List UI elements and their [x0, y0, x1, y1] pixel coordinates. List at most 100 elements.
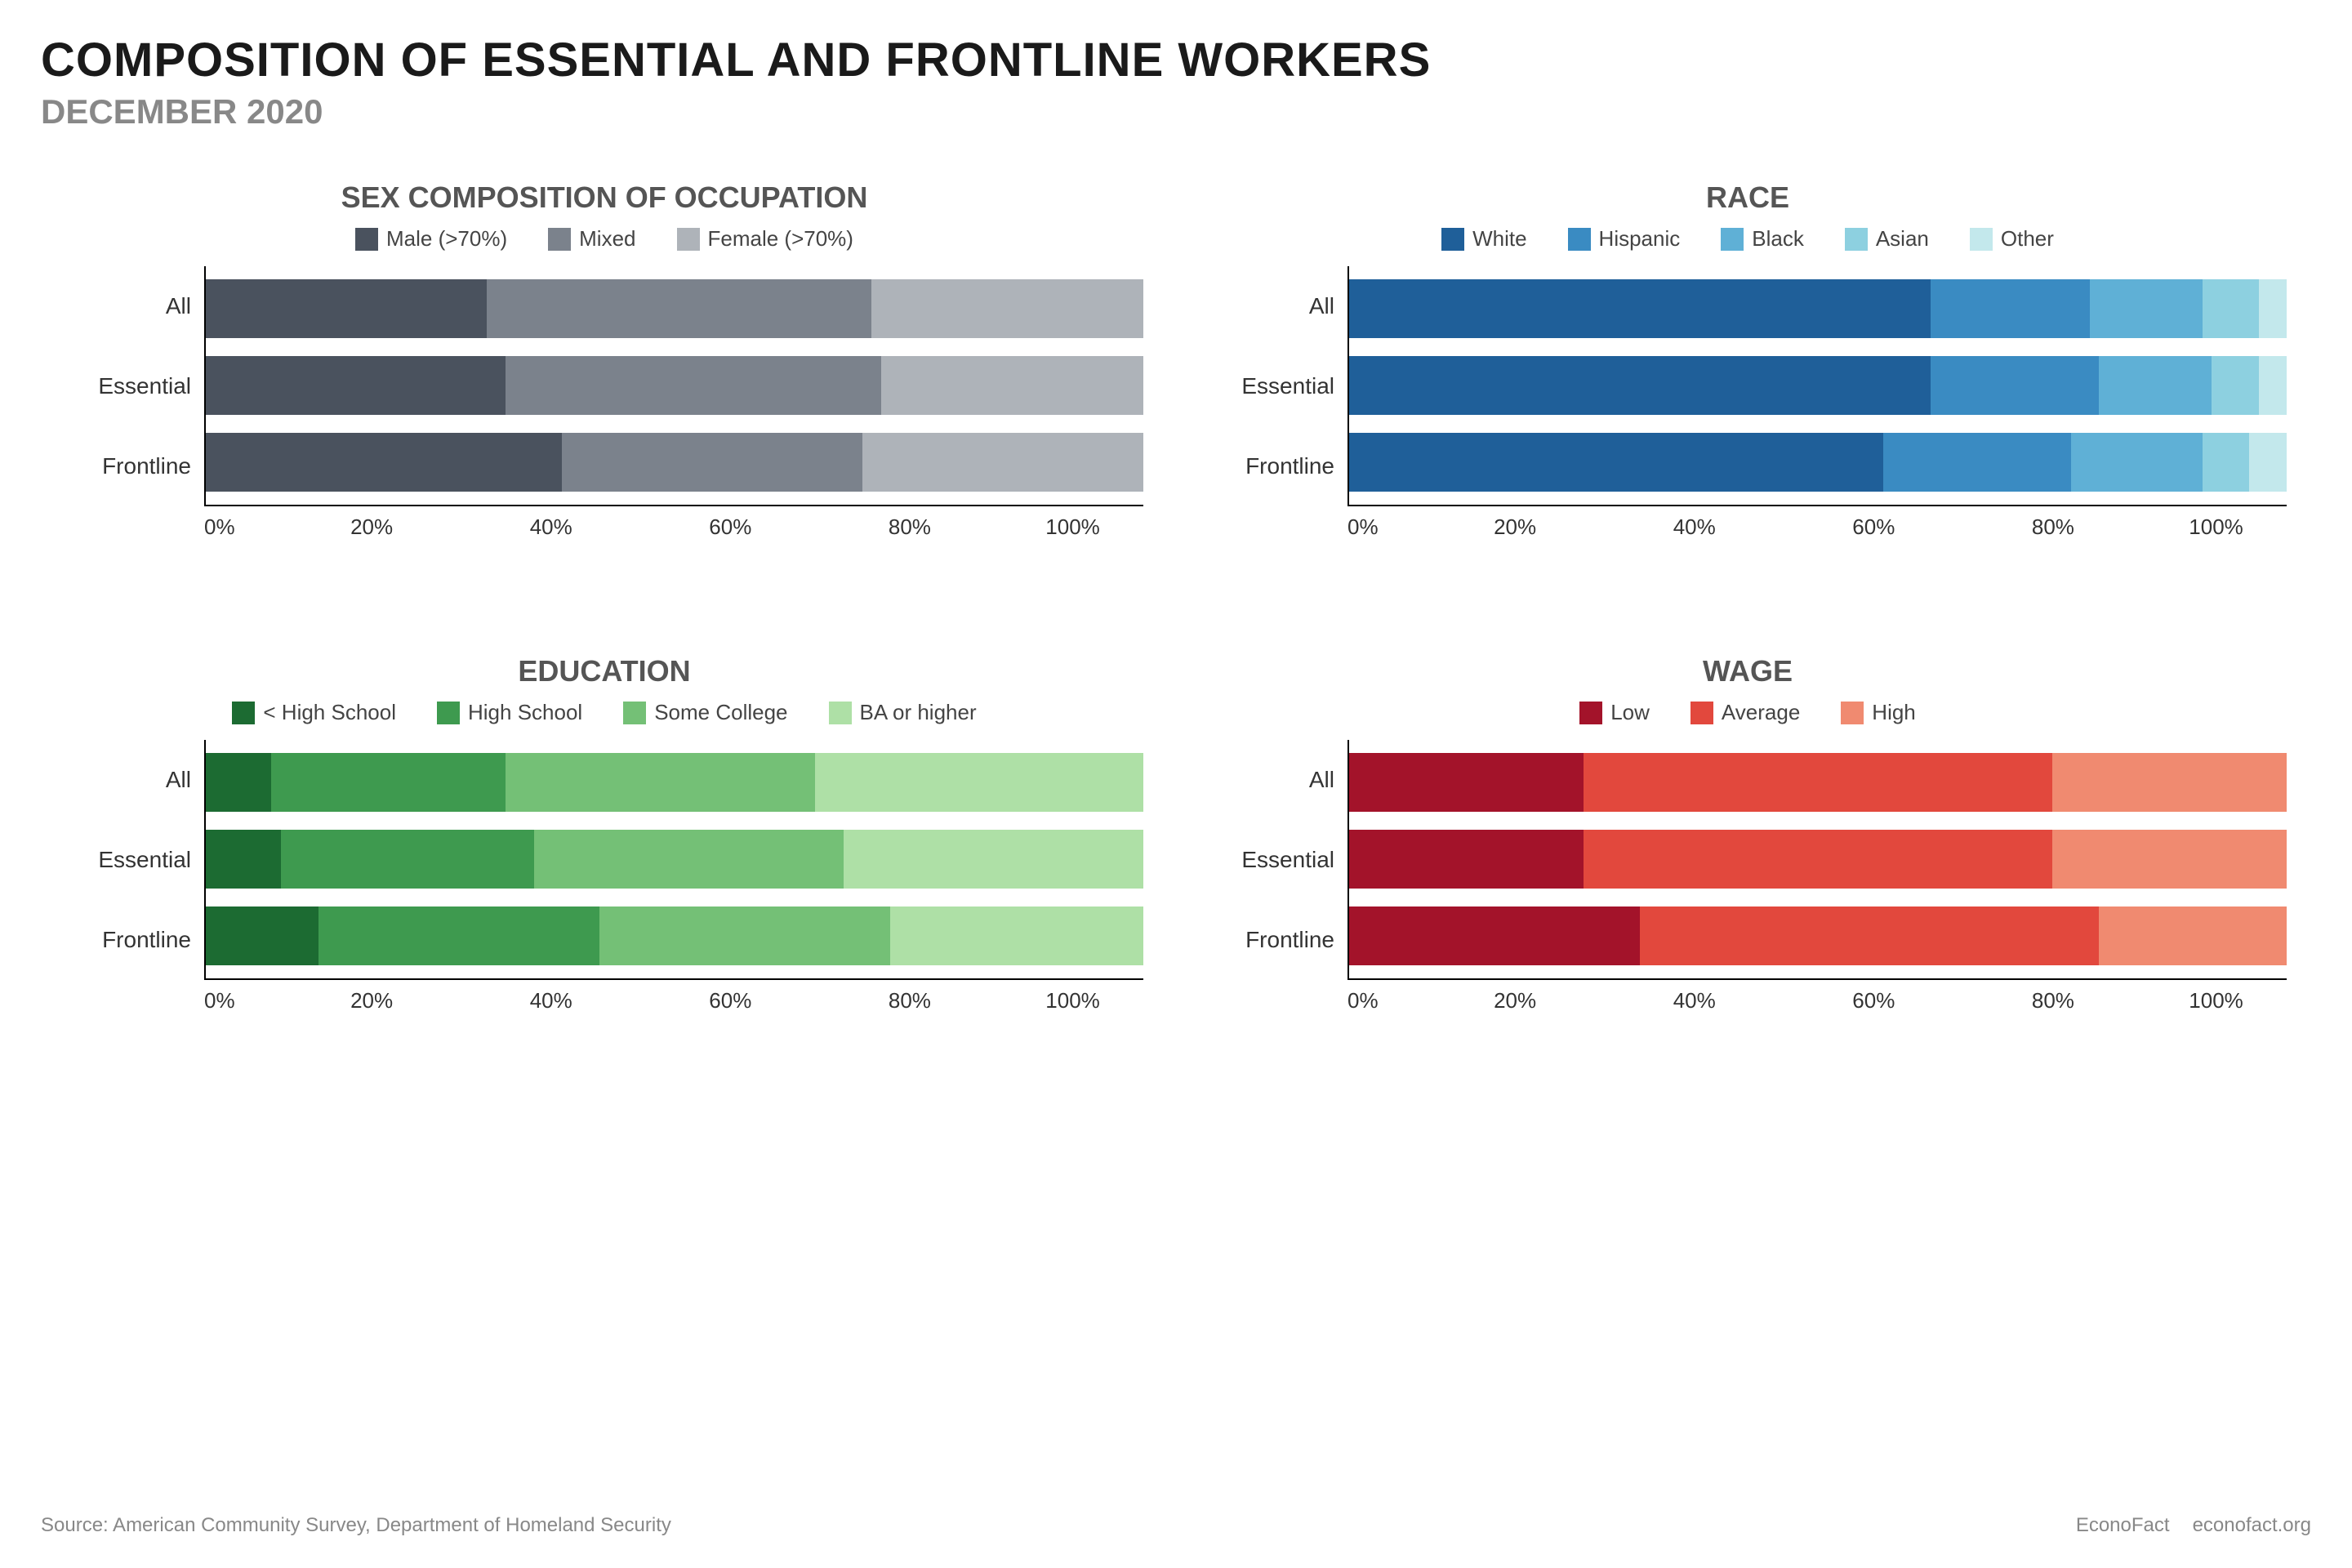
bars-stack — [1349, 266, 2287, 505]
legend-label: Black — [1752, 226, 1804, 252]
legend-item: Average — [1690, 700, 1800, 725]
chart-race: RACEWhiteHispanicBlackAsianOtherAllEssen… — [1209, 180, 2287, 540]
chart-title: SEX COMPOSITION OF OCCUPATION — [65, 180, 1143, 215]
legend-swatch — [1568, 228, 1591, 251]
bar-segment — [1349, 830, 1584, 889]
legend-label: Other — [2001, 226, 2054, 252]
legend: Low Average High — [1209, 700, 2287, 725]
x-axis: 0%20%40%60%80%100% — [1209, 988, 2287, 1013]
category-label: Frontline — [1209, 437, 1334, 496]
bars-stack — [206, 740, 1143, 978]
bar-segment — [2249, 433, 2287, 492]
bar-segment — [2052, 753, 2287, 812]
bar-segment — [844, 830, 1143, 889]
stacked-bar — [206, 830, 1143, 889]
plot-area: All Essential Frontline — [65, 740, 1143, 980]
legend-swatch — [355, 228, 378, 251]
x-tick-label: 60% — [1852, 514, 1895, 540]
x-tick-label: 100% — [1045, 988, 1100, 1013]
bar-segment — [2203, 279, 2259, 338]
legend-label: High School — [468, 700, 582, 725]
bar-segment — [534, 830, 844, 889]
legend-label: Asian — [1876, 226, 1929, 252]
x-tick-label: 20% — [350, 988, 393, 1013]
category-label: Essential — [65, 357, 191, 416]
legend-item: Some College — [623, 700, 787, 725]
bars-area — [204, 266, 1143, 506]
legend-swatch — [829, 702, 852, 724]
bar-segment — [487, 279, 871, 338]
y-labels: AllEssentialFrontline — [65, 266, 204, 506]
plot-area: AllEssentialFrontline — [65, 266, 1143, 506]
legend-label: BA or higher — [860, 700, 977, 725]
x-tick-label: 80% — [2032, 514, 2074, 540]
bar-segment — [271, 753, 506, 812]
bar-segment — [1640, 906, 2100, 965]
x-tick-label: 100% — [2189, 988, 2243, 1013]
stacked-bar — [206, 753, 1143, 812]
legend-label: Low — [1610, 700, 1650, 725]
category-label: All — [65, 751, 191, 809]
x-axis: 0%20%40%60%80%100% — [65, 514, 1143, 540]
x-tick-label: 60% — [1852, 988, 1895, 1013]
subtitle: DECEMBER 2020 — [41, 92, 2311, 131]
bar-segment — [2203, 433, 2249, 492]
source-text: Source: American Community Survey, Depar… — [41, 1514, 671, 1537]
x-tick-label: 20% — [1494, 514, 1536, 540]
category-label: Frontline — [65, 911, 191, 969]
bar-segment — [206, 356, 506, 415]
legend-item: BA or higher — [829, 700, 977, 725]
stacked-bar — [1349, 279, 2287, 338]
x-tick-label: 0% — [204, 988, 235, 1013]
y-labels: All Essential Frontline — [65, 740, 204, 980]
bars-area — [1348, 266, 2287, 506]
x-tick-label: 60% — [709, 514, 751, 540]
y-labels: AllEssentialFrontline — [1209, 740, 1348, 980]
legend-label: Female (>70%) — [708, 226, 853, 252]
chart-title: WAGE — [1209, 654, 2287, 688]
stacked-bar — [1349, 356, 2287, 415]
x-tick-label: 40% — [530, 514, 572, 540]
legend-item: Black — [1721, 226, 1804, 252]
stacked-bar — [206, 279, 1143, 338]
bar-segment — [1349, 433, 1883, 492]
stacked-bar — [1349, 830, 2287, 889]
x-tick-label: 20% — [1494, 988, 1536, 1013]
bars-stack — [1349, 740, 2287, 978]
bar-segment — [2052, 830, 2287, 889]
x-tick-label: 80% — [2032, 988, 2074, 1013]
category-label: Essential — [65, 831, 191, 889]
x-tick-label: 40% — [530, 988, 572, 1013]
x-tick-label: 0% — [1348, 988, 1379, 1013]
bar-segment — [206, 279, 487, 338]
bar-segment — [599, 906, 890, 965]
legend-swatch — [677, 228, 700, 251]
legend-item: < High School — [232, 700, 396, 725]
bar-segment — [206, 433, 562, 492]
bar-segment — [506, 356, 880, 415]
x-tick-label: 100% — [2189, 514, 2243, 540]
legend-item: Female (>70%) — [677, 226, 853, 252]
legend-swatch — [1579, 702, 1602, 724]
stacked-bar — [206, 356, 1143, 415]
stacked-bar — [1349, 433, 2287, 492]
chart-title: EDUCATION — [65, 654, 1143, 688]
bar-segment — [562, 433, 862, 492]
legend-label: Male (>70%) — [386, 226, 507, 252]
bar-segment — [1931, 356, 2100, 415]
category-label: All — [1209, 751, 1334, 809]
legend-swatch — [1721, 228, 1744, 251]
brand-url: econofact.org — [2193, 1514, 2311, 1537]
bar-segment — [318, 906, 599, 965]
bar-segment — [206, 906, 318, 965]
legend-item: Male (>70%) — [355, 226, 507, 252]
category-label: All — [1209, 277, 1334, 336]
legend-item: Hispanic — [1568, 226, 1681, 252]
legend-label: High — [1872, 700, 1915, 725]
bar-segment — [1931, 279, 2090, 338]
legend-label: Hispanic — [1599, 226, 1681, 252]
x-tick-label: 80% — [889, 514, 931, 540]
bar-segment — [2090, 279, 2203, 338]
bar-segment — [1349, 753, 1584, 812]
chart-wage: WAGE Low Average High AllEssentialFrontline0… — [1209, 654, 2287, 1013]
